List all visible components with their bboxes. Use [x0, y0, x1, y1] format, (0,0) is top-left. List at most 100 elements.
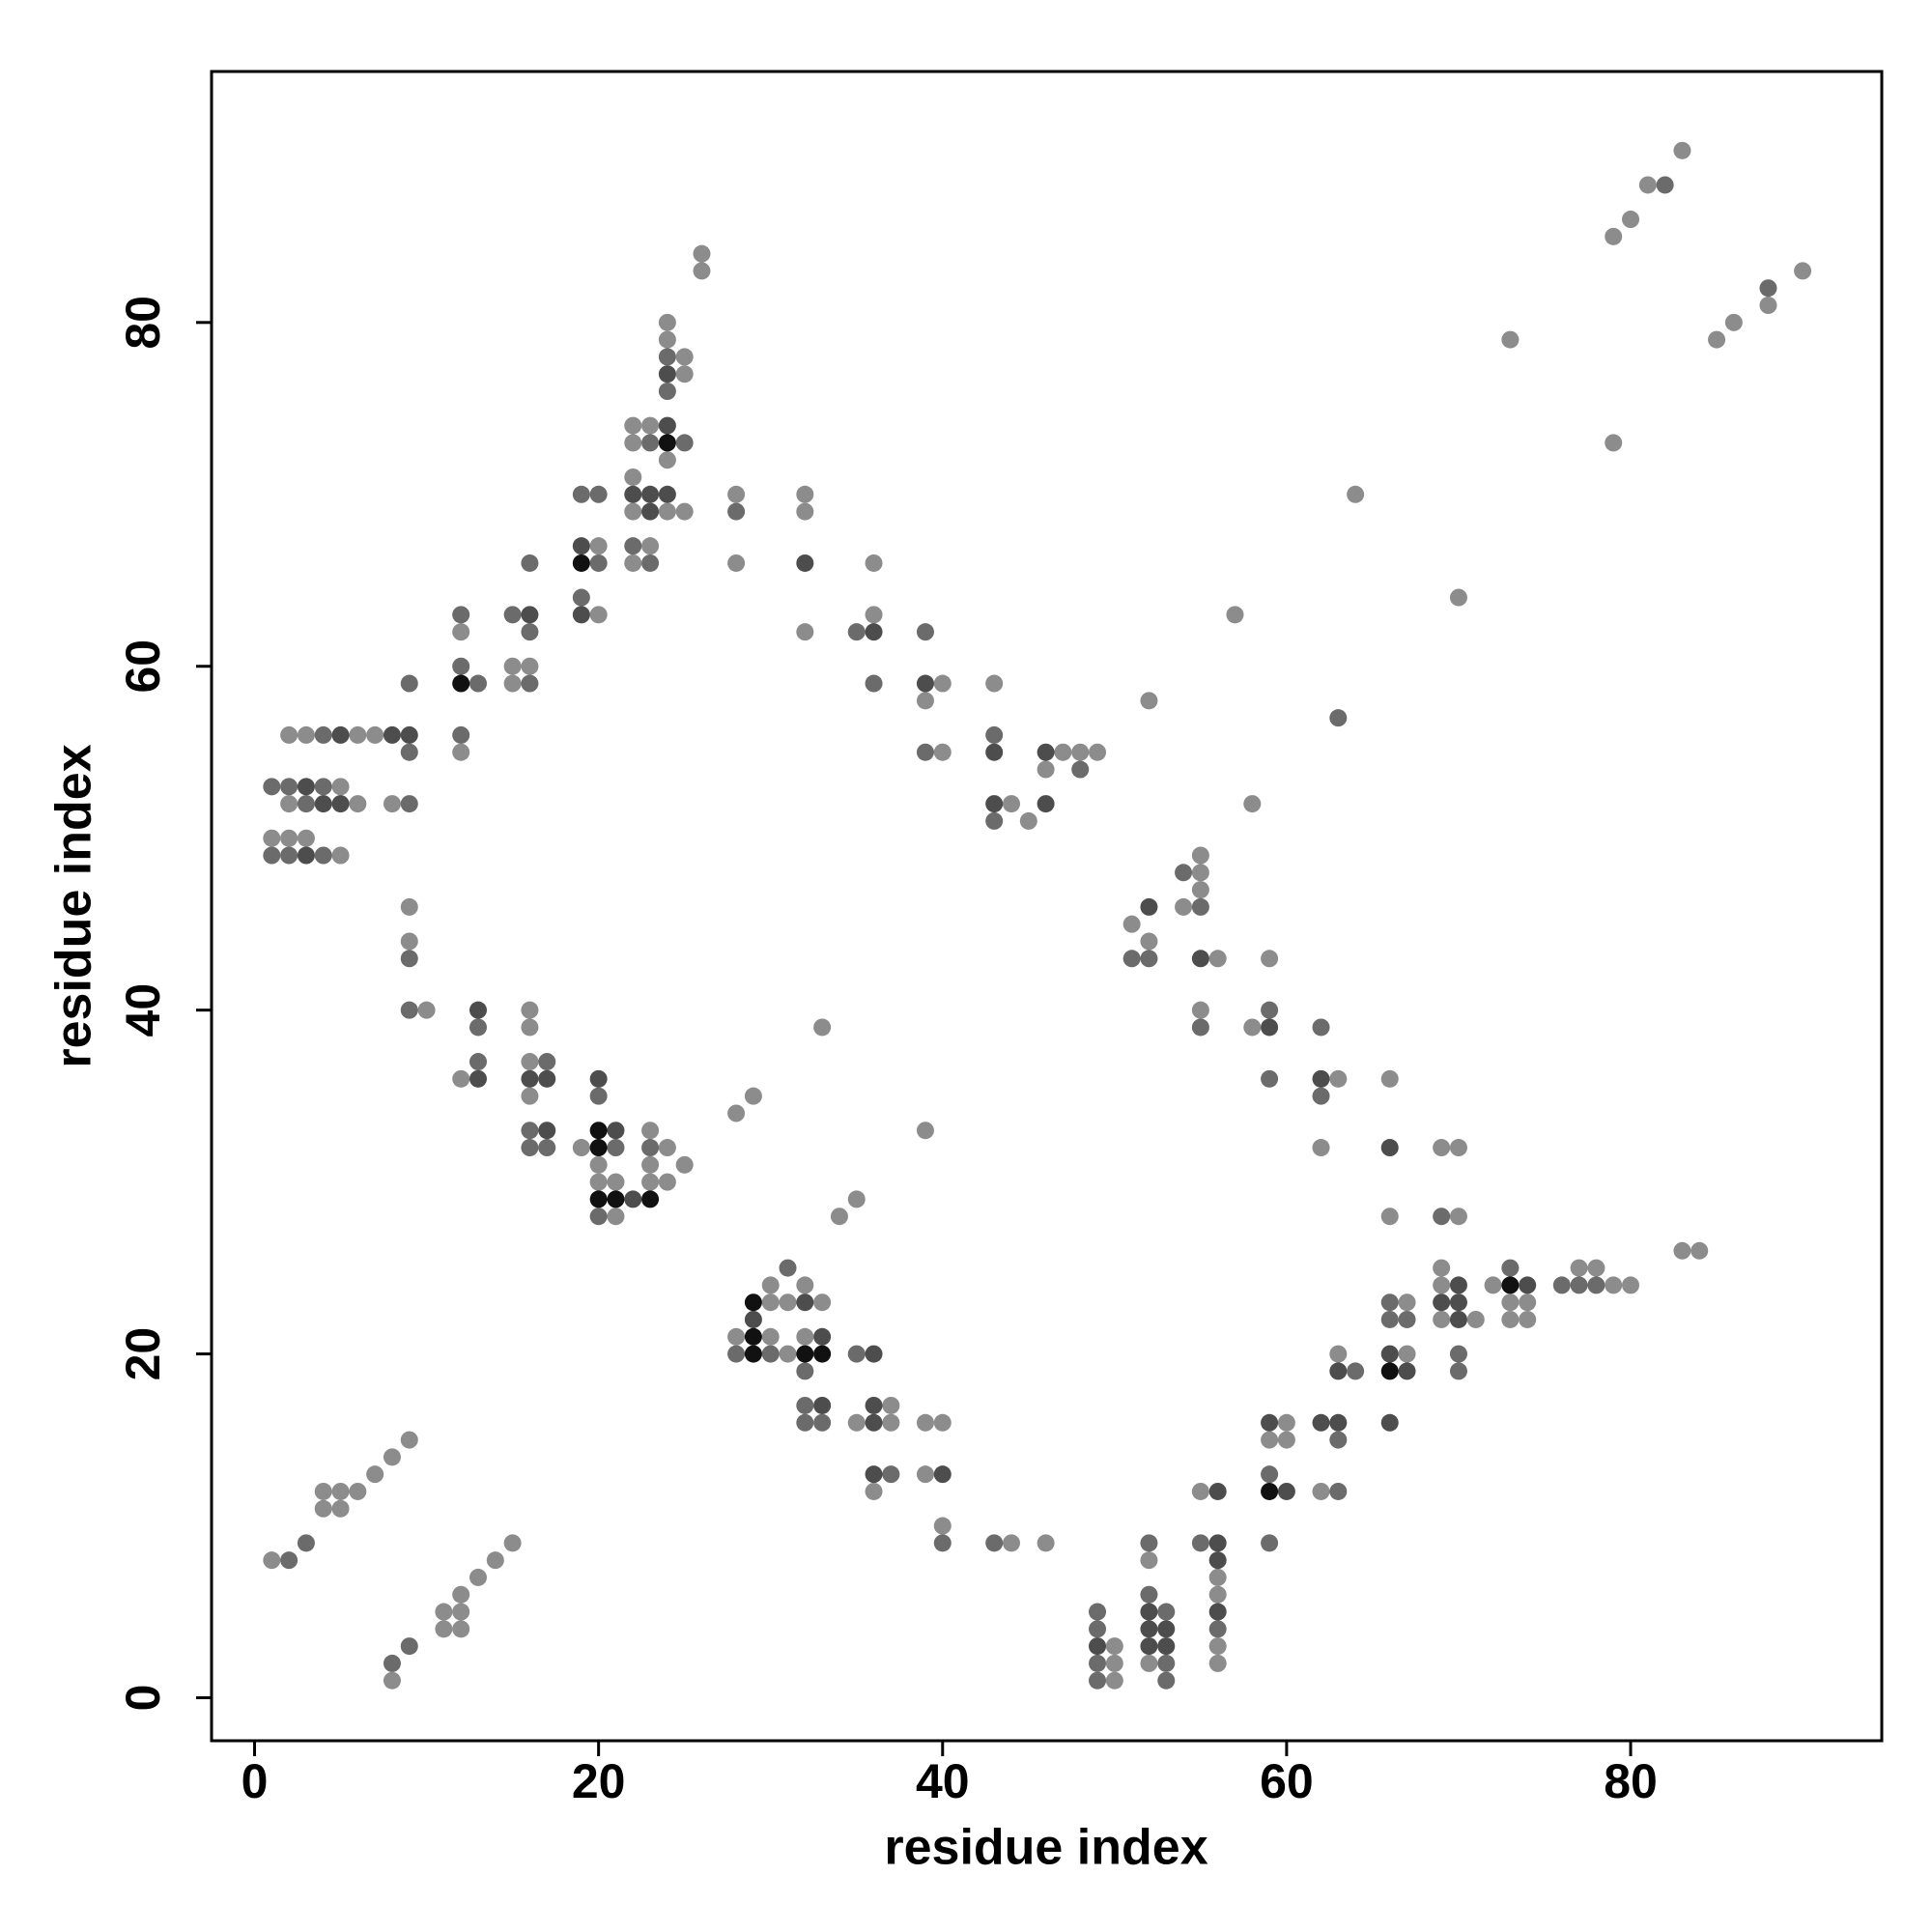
- point: [263, 829, 281, 847]
- point: [1347, 1362, 1365, 1380]
- point: [658, 502, 676, 521]
- point: [589, 1122, 608, 1140]
- point: [538, 1069, 556, 1088]
- point: [314, 795, 332, 813]
- point: [813, 1345, 832, 1363]
- point: [1105, 1654, 1123, 1672]
- point: [1277, 1431, 1295, 1449]
- point: [572, 606, 590, 624]
- point: [297, 1534, 315, 1552]
- point: [1329, 1413, 1348, 1432]
- point: [727, 554, 746, 572]
- point: [1690, 1241, 1709, 1260]
- point: [624, 468, 642, 486]
- point: [658, 1139, 676, 1157]
- point: [503, 606, 522, 624]
- point: [985, 1534, 1004, 1552]
- point: [572, 1139, 590, 1157]
- point: [985, 795, 1004, 813]
- point: [1157, 1637, 1176, 1656]
- point: [503, 1534, 522, 1552]
- point: [589, 1087, 608, 1105]
- point: [641, 1190, 660, 1208]
- point: [865, 1345, 883, 1363]
- point: [435, 1603, 453, 1621]
- point: [1122, 950, 1141, 968]
- point: [297, 778, 315, 796]
- point: [314, 725, 332, 744]
- point: [1140, 1585, 1158, 1604]
- point: [521, 674, 539, 693]
- point: [297, 725, 315, 744]
- point: [1037, 760, 1055, 779]
- point: [1449, 1345, 1467, 1363]
- point: [1277, 1413, 1295, 1432]
- point: [469, 1018, 487, 1037]
- point: [297, 846, 315, 865]
- point: [452, 1620, 470, 1638]
- point: [761, 1327, 780, 1346]
- point: [865, 1413, 883, 1432]
- point: [761, 1345, 780, 1363]
- point: [1191, 1001, 1209, 1019]
- point: [675, 365, 694, 384]
- point: [641, 537, 660, 555]
- point: [1501, 1276, 1520, 1294]
- point: [1208, 1620, 1227, 1638]
- point: [1449, 1276, 1467, 1294]
- point: [641, 434, 660, 452]
- point: [1277, 1482, 1295, 1500]
- point: [1140, 1534, 1158, 1552]
- point: [916, 1465, 934, 1484]
- point: [693, 262, 711, 280]
- point: [503, 674, 522, 693]
- point: [607, 1173, 625, 1191]
- point: [331, 1482, 350, 1500]
- point: [589, 1139, 608, 1157]
- point: [331, 778, 350, 796]
- point: [469, 1069, 487, 1088]
- point: [572, 537, 590, 555]
- point: [280, 1551, 298, 1570]
- point: [933, 743, 952, 761]
- point: [727, 485, 746, 503]
- point: [469, 1001, 487, 1019]
- point: [349, 1482, 367, 1500]
- point: [865, 554, 883, 572]
- point: [1261, 1431, 1279, 1449]
- point: [1140, 1654, 1158, 1672]
- point: [400, 1431, 418, 1449]
- point: [1519, 1310, 1537, 1328]
- point: [400, 674, 418, 693]
- point: [658, 416, 676, 435]
- point: [1312, 1018, 1330, 1037]
- point: [589, 1190, 608, 1208]
- point: [280, 829, 298, 847]
- point: [1261, 1465, 1279, 1484]
- point: [933, 1413, 952, 1432]
- point: [280, 846, 298, 865]
- point: [417, 1001, 436, 1019]
- point: [1380, 1069, 1399, 1088]
- y-tick-label: 0: [116, 1685, 170, 1712]
- point: [1261, 1018, 1279, 1037]
- point: [1089, 743, 1107, 761]
- point: [589, 606, 608, 624]
- point: [1449, 588, 1467, 607]
- point: [1089, 1603, 1107, 1621]
- point: [263, 778, 281, 796]
- point: [727, 1327, 746, 1346]
- point: [1570, 1276, 1588, 1294]
- point: [675, 348, 694, 366]
- point: [675, 1155, 694, 1174]
- point: [761, 1293, 780, 1312]
- point: [985, 811, 1004, 830]
- point: [1140, 1603, 1158, 1621]
- x-tick-label: 0: [242, 1754, 269, 1808]
- point: [572, 554, 590, 572]
- point: [1122, 915, 1141, 933]
- point: [349, 795, 367, 813]
- point: [865, 1396, 883, 1414]
- point: [1089, 1654, 1107, 1672]
- point: [796, 623, 814, 641]
